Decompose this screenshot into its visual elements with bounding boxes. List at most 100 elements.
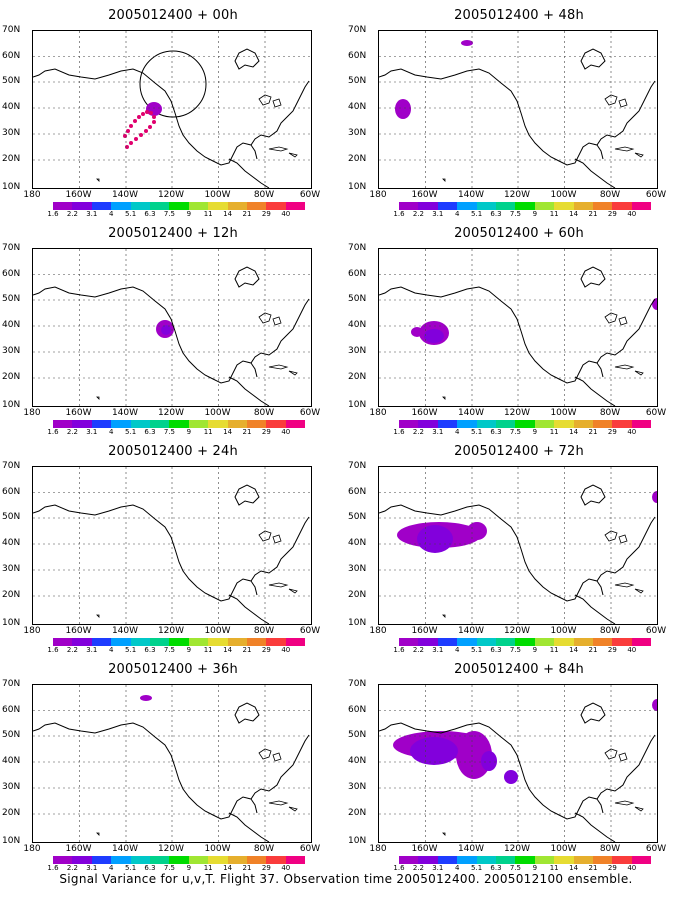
latitude-label: 40N (2, 320, 21, 330)
latitude-label: 50N (348, 294, 367, 304)
colorbar-swatch (399, 638, 419, 646)
islands (442, 800, 644, 836)
map-canvas (379, 249, 657, 406)
colorbar-swatch (612, 638, 632, 646)
colorbar-label: 2.2 (412, 646, 424, 654)
colorbar-label: 21 (242, 646, 252, 654)
lakes (604, 94, 628, 108)
colorbar-label: 1.6 (393, 646, 405, 654)
map-canvas (33, 31, 311, 188)
longitude-label: 100W (204, 190, 231, 200)
latitude-label: 70N (348, 25, 367, 35)
longitude-label: 60W (645, 626, 667, 636)
colorbar-swatch (515, 856, 535, 864)
longitude-label: 180 (23, 408, 41, 418)
latitude-label: 30N (2, 564, 21, 574)
colorbar-swatch (612, 856, 632, 864)
colorbar-swatch (149, 420, 170, 428)
latitude-label: 50N (348, 512, 367, 522)
latitude-label: 20N (2, 590, 21, 600)
colorbar-swatch (246, 856, 267, 864)
latitude-label: 10N (348, 182, 367, 192)
observation-point (148, 125, 152, 129)
colorbar-label: 29 (261, 428, 271, 436)
map-panel: 2005012400 + 36h 70N 60N 50N 40N 30N 20N 10N 180… (0, 654, 346, 872)
colorbar-swatch (72, 638, 92, 646)
colorbar-label: 7.5 (163, 864, 175, 872)
latitude-label: 10N (348, 400, 367, 410)
coastline (33, 702, 310, 842)
longitude-label: 140W (457, 408, 485, 418)
colorbar-label: 11 (549, 646, 559, 654)
colorbar-label: 9 (532, 428, 538, 436)
map-canvas (379, 467, 657, 624)
coastline (33, 266, 310, 406)
observation-point (133, 119, 137, 123)
colorbar-label: 11 (203, 864, 213, 872)
colorbar-label: 9 (532, 646, 538, 654)
colorbar-swatch (457, 202, 477, 210)
variance-blob (417, 525, 453, 553)
colorbar (53, 420, 306, 428)
latitude-label: 20N (348, 372, 367, 382)
longitude-label: 180 (23, 190, 41, 200)
variance-blob (504, 770, 518, 784)
colorbar-label: 40 (281, 646, 291, 654)
longitude-label: 180 (369, 844, 387, 854)
colorbar-label: 4 (454, 646, 460, 654)
colorbar-label: 3.1 (432, 210, 444, 218)
colorbar-swatch (554, 420, 574, 428)
panel-title: 2005012400 + 24h (108, 444, 238, 459)
colorbar-label: 4 (108, 864, 114, 872)
colorbar-swatch (188, 202, 209, 210)
latitude-label: 60N (348, 268, 367, 279)
colorbar-label: 40 (627, 864, 637, 872)
colorbar-swatch (111, 202, 131, 210)
longitude-label: 100W (550, 626, 577, 636)
colorbar-swatch (592, 202, 613, 210)
longitude-label: 80W (599, 844, 621, 854)
latitude-label: 10N (2, 618, 21, 628)
colorbar-swatch (111, 638, 131, 646)
colorbar-label: 21 (588, 428, 598, 436)
lakes (604, 312, 628, 326)
colorbar-swatch (592, 638, 613, 646)
colorbar-label: 5.1 (125, 210, 137, 218)
colorbar-swatch (515, 638, 535, 646)
variance-blob (395, 99, 411, 119)
colorbar-label: 4 (108, 210, 114, 218)
colorbar-swatch (554, 202, 574, 210)
colorbar-swatch (130, 202, 150, 210)
longitude-label: 80W (253, 408, 275, 418)
colorbar-swatch (188, 420, 209, 428)
latitude-label: 40N (2, 538, 21, 548)
colorbar-label: 11 (549, 210, 559, 218)
colorbar-label: 3.1 (86, 646, 98, 654)
variance-blob (652, 699, 657, 711)
colorbar-label: 29 (607, 428, 617, 436)
colorbar-swatch (111, 856, 131, 864)
figure-caption: Signal Variance for u,v,T. Flight 37. Ob… (59, 872, 633, 886)
colorbar-label: 2.2 (66, 210, 78, 218)
observation-point (152, 115, 156, 119)
colorbar-label: 5.1 (471, 864, 483, 872)
colorbar-label: 6.3 (490, 210, 502, 218)
longitude-label: 120W (157, 626, 185, 636)
variance-blob (652, 491, 657, 503)
colorbar-label: 40 (281, 210, 291, 218)
variance-blob (140, 695, 152, 701)
latitude-label: 60N (348, 704, 367, 715)
colorbar-label: 21 (242, 210, 252, 218)
colorbar-swatch (208, 420, 228, 428)
latitude-label: 50N (2, 730, 21, 740)
latitude-label: 40N (2, 756, 21, 766)
map-canvas (33, 249, 311, 406)
longitude-label: 180 (369, 408, 387, 418)
variance-blob (467, 522, 487, 540)
colorbar-label: 9 (186, 646, 192, 654)
colorbar-swatch (188, 638, 209, 646)
colorbar-label: 40 (281, 864, 291, 872)
colorbar-label: 14 (223, 646, 233, 654)
colorbar-label: 6.3 (490, 646, 502, 654)
colorbar-swatch (476, 638, 496, 646)
